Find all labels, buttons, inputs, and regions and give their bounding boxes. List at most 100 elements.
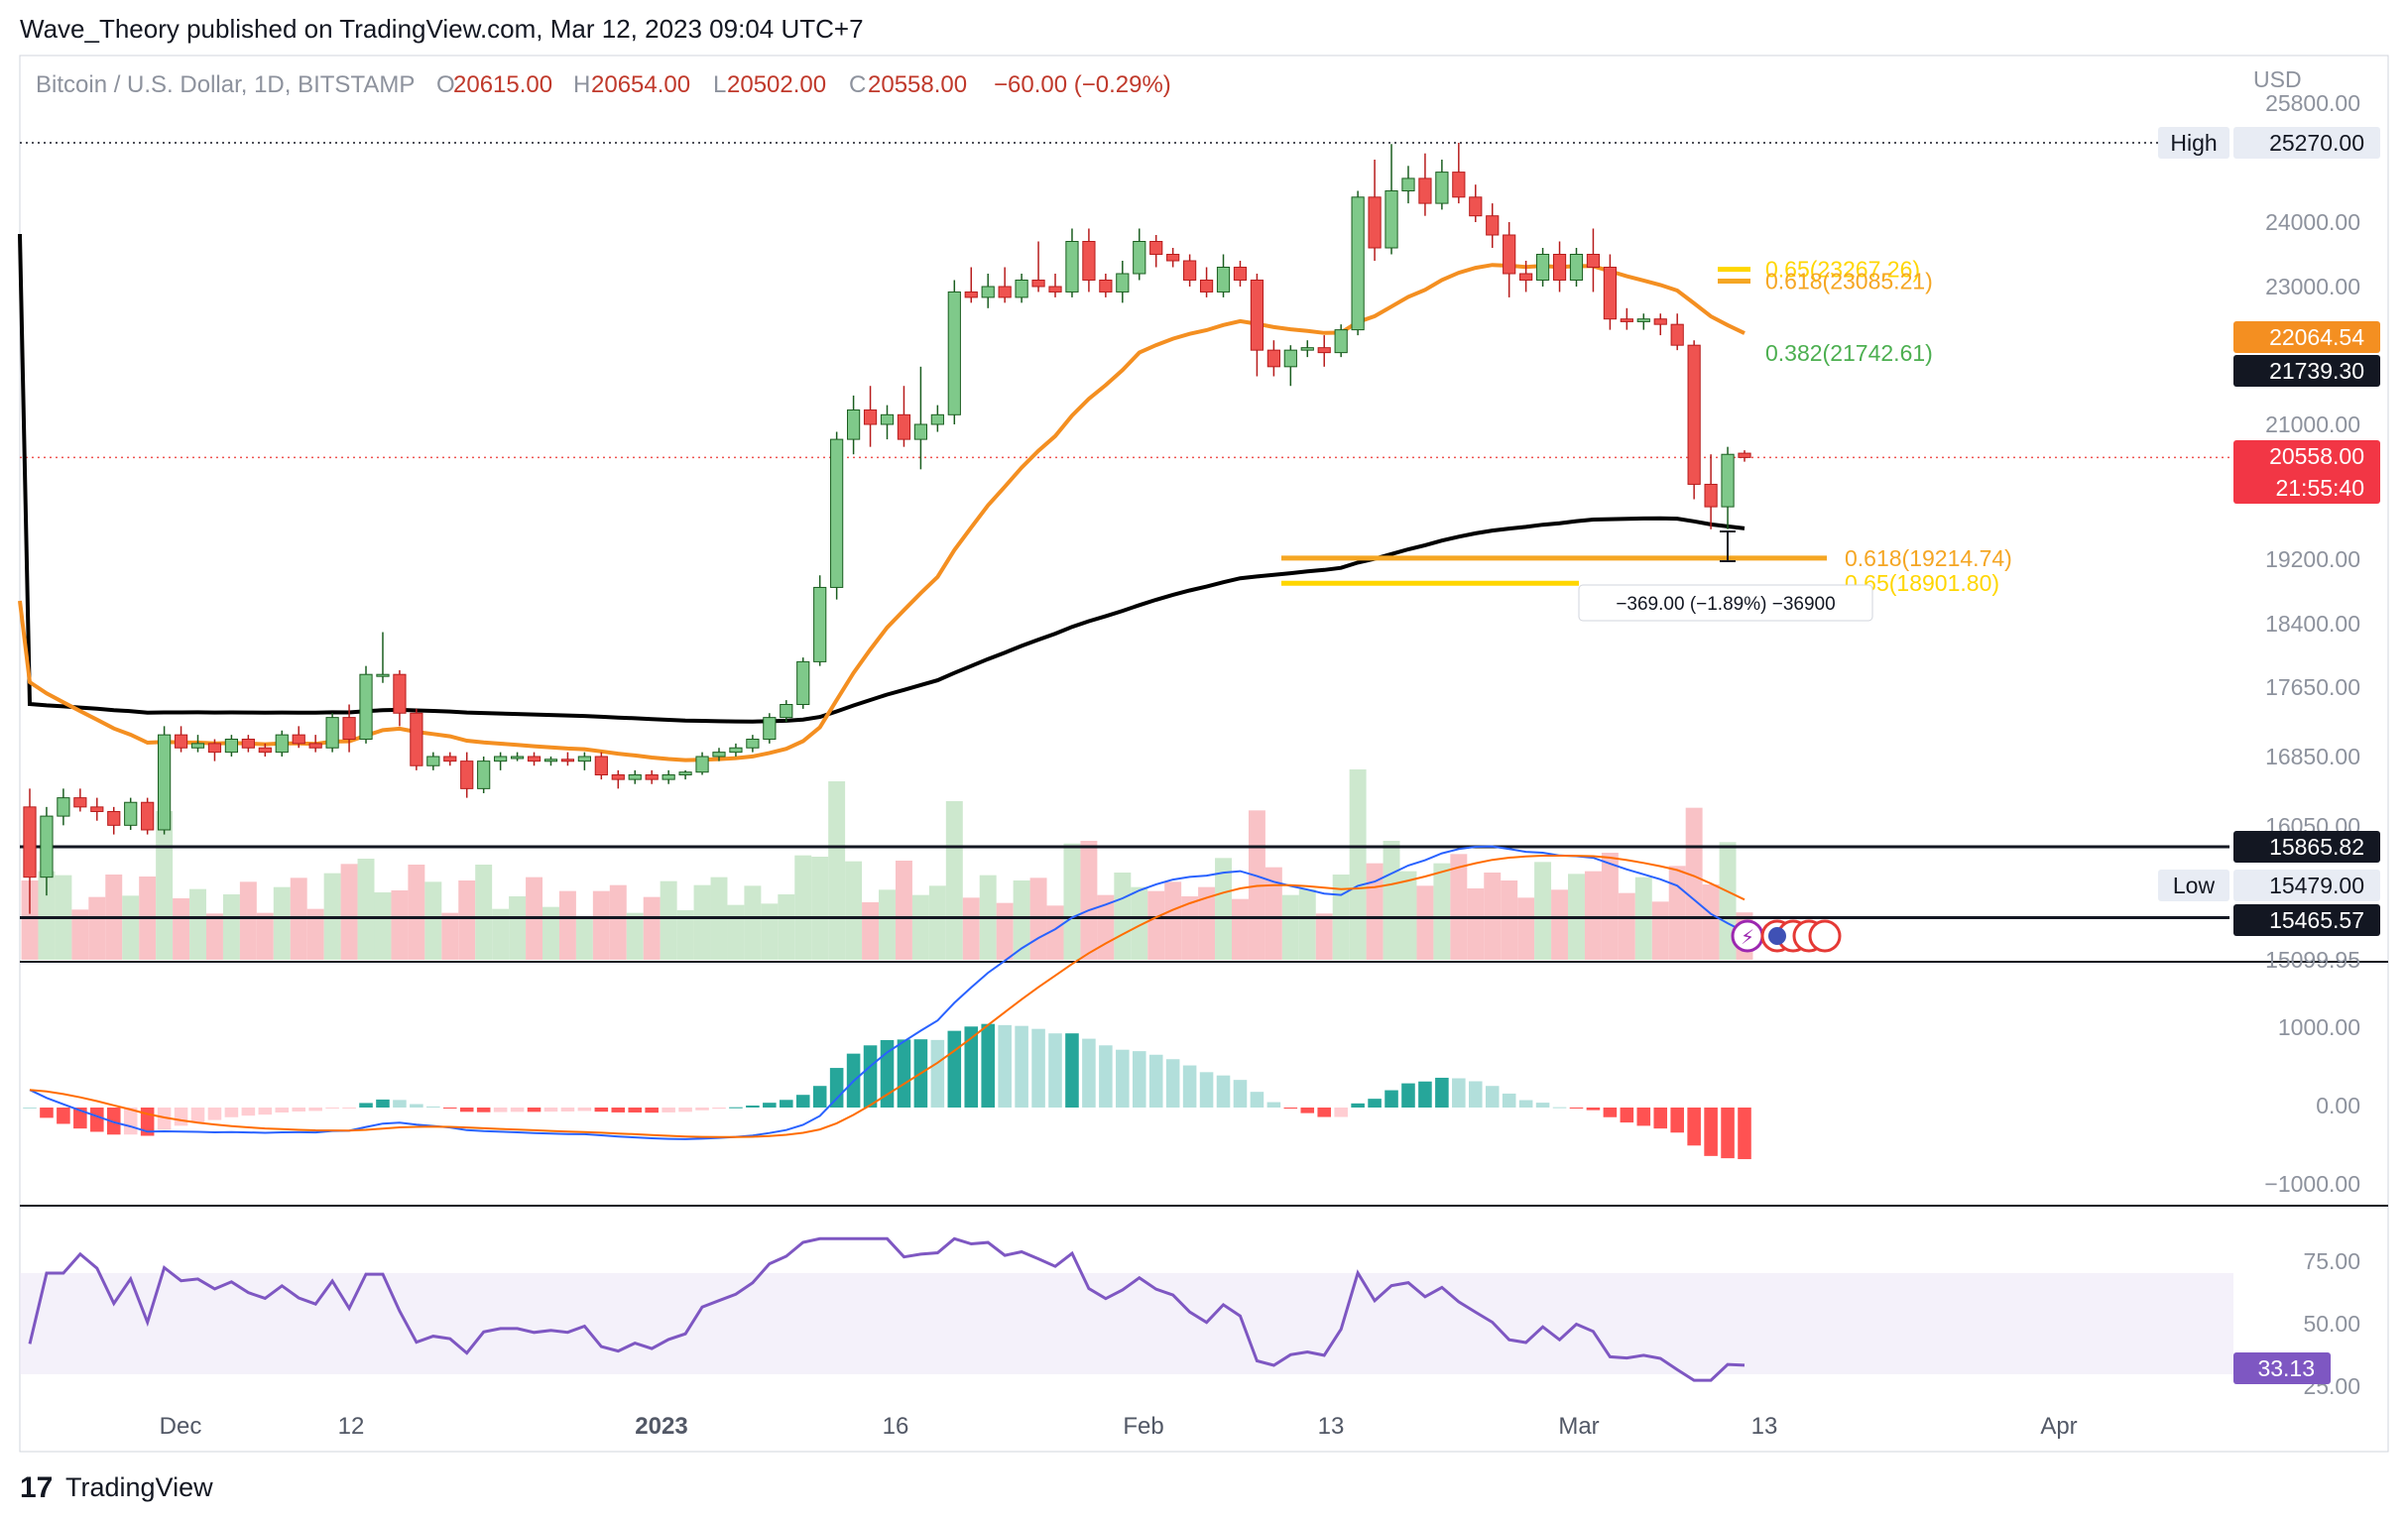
macd-histogram-bar: [1603, 1108, 1618, 1117]
price-tag-value: 25270.00: [2269, 130, 2364, 156]
candle-body: [207, 743, 222, 754]
tradingview-logo[interactable]: 17 TradingView: [20, 1471, 213, 1504]
volume-bar: [273, 886, 291, 960]
candle-body: [73, 797, 87, 808]
macd-histogram-bar: [1485, 1086, 1500, 1108]
volume-bar: [558, 890, 576, 960]
candle-body: [308, 743, 322, 749]
volume-bar: [239, 881, 257, 960]
volume-bar: [911, 894, 929, 960]
candle-body: [1435, 172, 1449, 204]
symbol-name: Bitcoin / U.S. Dollar, 1D, BITSTAMP: [36, 71, 415, 98]
volume-bar: [306, 908, 324, 960]
macd-histogram-bar: [628, 1108, 643, 1112]
candle-body: [628, 773, 642, 780]
macd-histogram-bar: [342, 1108, 356, 1109]
candle-body: [998, 286, 1012, 298]
candle-body: [527, 756, 542, 762]
macd-histogram-bar: [1469, 1081, 1483, 1108]
volume-bar: [1450, 854, 1468, 960]
volume-bar: [928, 885, 946, 960]
candle-body: [1519, 273, 1533, 281]
candle-body: [1317, 347, 1331, 354]
macd-histogram-bar: [1552, 1107, 1567, 1109]
candle-body: [981, 286, 995, 298]
candle-body: [275, 734, 289, 754]
macd-histogram-bar: [1687, 1108, 1701, 1146]
flag-icon-4[interactable]: [1808, 919, 1842, 953]
macd-histogram-bar: [510, 1108, 525, 1112]
volume-bar: [660, 880, 677, 960]
price-tick: 18400.00: [2265, 611, 2360, 637]
candle-body: [830, 438, 844, 588]
macd-histogram-bar: [795, 1095, 810, 1108]
volume-bar: [408, 865, 425, 960]
macd-histogram-bar: [207, 1108, 222, 1120]
macd-histogram-bar: [1368, 1099, 1382, 1108]
macd-histogram-bar: [645, 1108, 659, 1113]
macd-histogram-bar: [476, 1108, 491, 1112]
macd-histogram-bar: [1132, 1051, 1146, 1108]
candle-body: [662, 773, 675, 780]
time-axis: Dec 12 2023 16 Feb 13 Mar 13 Apr: [160, 1413, 2078, 1440]
candle-body: [611, 773, 625, 780]
candle-body: [190, 743, 205, 749]
macd-histogram-bar: [543, 1108, 558, 1112]
candle-body: [1199, 280, 1214, 292]
price-tick: 25800.00: [2265, 90, 2360, 116]
candle-body: [880, 413, 895, 425]
price-tag: [2233, 127, 2380, 159]
macd-histogram-bar: [829, 1068, 844, 1108]
candle-body: [695, 756, 709, 773]
candle-body: [712, 752, 726, 758]
candle-body: [1300, 347, 1314, 351]
macd-histogram-bar: [863, 1045, 878, 1108]
macd-histogram-bar: [1266, 1102, 1281, 1108]
macd-histogram-bar: [1569, 1108, 1584, 1109]
candle-body: [1233, 267, 1248, 281]
candle-body: [258, 747, 272, 754]
macd-histogram-bar: [1015, 1025, 1028, 1108]
candle-body: [1738, 452, 1751, 458]
candle-body: [494, 756, 508, 762]
volume-bar: [21, 880, 39, 960]
volume-bar: [205, 913, 223, 960]
volume-bar: [895, 861, 912, 960]
volume-bar: [626, 912, 644, 960]
candle-body: [1166, 254, 1180, 262]
candle-body: [359, 673, 373, 741]
candle-body: [1687, 344, 1701, 485]
price-tick: 23000.00: [2265, 274, 2360, 299]
candle-body: [796, 660, 810, 706]
macd-histogram-bar: [1250, 1092, 1264, 1108]
price-tick: 19200.00: [2265, 546, 2360, 572]
rsi-tick: 50.00: [2303, 1311, 2360, 1337]
macd-histogram-bar: [292, 1108, 305, 1112]
macd-histogram-bar: [1300, 1108, 1315, 1113]
volume-bar: [1131, 886, 1148, 960]
macd-histogram-bar: [746, 1105, 760, 1108]
fib-levels: 0.65(23267.26)0.618(23085.21) 0.382(21742…: [1281, 257, 2012, 596]
macd-histogram-bar: [1502, 1093, 1516, 1108]
candle-body: [1216, 267, 1231, 292]
volume-bar: [643, 896, 661, 960]
volume-bar: [1551, 889, 1569, 960]
event-markers[interactable]: ⚡: [1731, 919, 1842, 953]
macd-histogram-bar: [1351, 1103, 1365, 1108]
candle-body: [124, 801, 138, 826]
price-tag-value: 22064.54: [2269, 324, 2364, 350]
price-tag-countdown: 21:55:40: [2275, 475, 2364, 501]
signal-line: [29, 855, 1746, 1138]
fib-label: 0.65(23267.26): [1765, 257, 1920, 283]
volume-bar: [693, 884, 711, 960]
candles: [23, 143, 1751, 914]
macd-histogram-bar: [1148, 1054, 1163, 1108]
fib-label: 0.382(21742.61): [1765, 340, 1933, 366]
macd-histogram-bar: [393, 1100, 407, 1108]
brand-name: TradingView: [65, 1472, 213, 1502]
volume-bar: [509, 896, 527, 960]
candle-body: [1116, 273, 1130, 292]
price-tag: [2233, 440, 2380, 504]
macd-histogram-bar: [1233, 1080, 1248, 1108]
